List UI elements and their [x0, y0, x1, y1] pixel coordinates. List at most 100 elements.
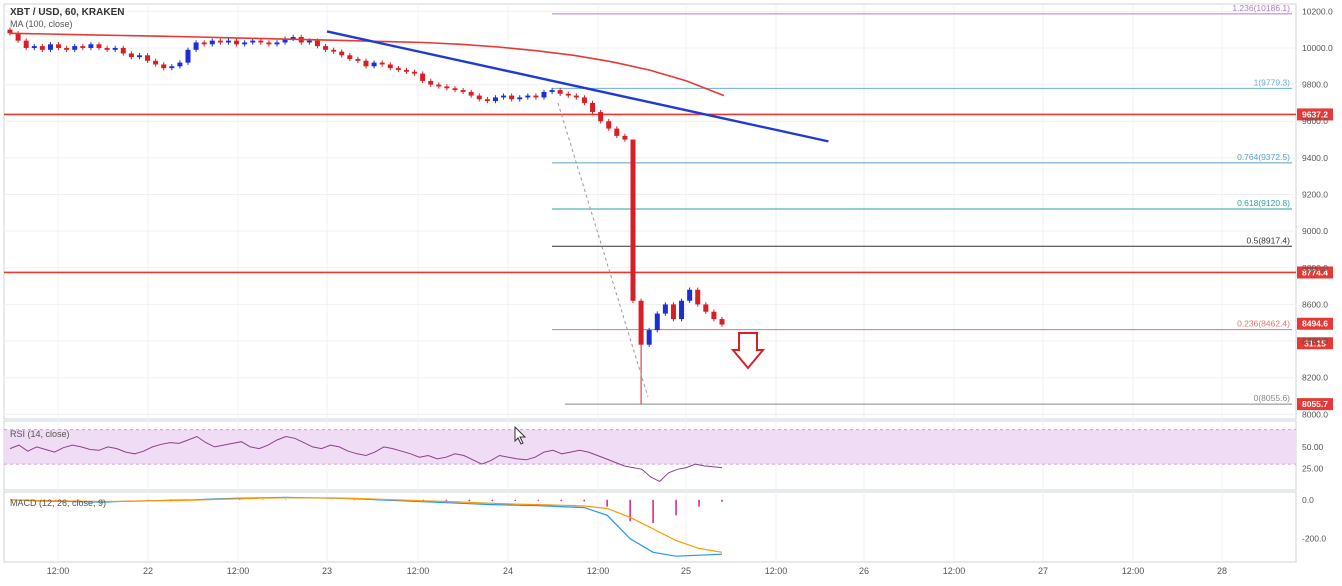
price-tag-box: [1297, 108, 1333, 121]
price-tag-label: 9637.2: [1302, 109, 1328, 119]
rsi-panel: 50.00 25.00: [4, 429, 1324, 483]
candle-body: [104, 47, 110, 50]
x-tick-label: 12:00: [47, 566, 70, 576]
rsi-line: [9, 435, 723, 483]
candle-body: [509, 95, 515, 100]
x-tick-label: 28: [1217, 566, 1227, 576]
candle-body: [395, 68, 401, 70]
x-tick-label: 12:00: [587, 566, 610, 576]
candle-body: [323, 46, 329, 50]
candle-body: [371, 62, 377, 67]
candle-body: [217, 40, 223, 43]
price-tags: 9637.2 8774.4 8494.6 31:15 8055.7: [1297, 108, 1333, 411]
candle-body: [646, 330, 652, 345]
rsi-tick-label: 50.00: [1302, 442, 1324, 452]
candle-body: [695, 289, 701, 305]
candle-body: [7, 29, 13, 34]
candle-body: [47, 44, 53, 50]
candle-body: [145, 55, 151, 61]
candle-body: [23, 40, 29, 48]
fib-level-label: 0.5(8917.4): [1247, 235, 1291, 245]
y-tick-label: 8200.0: [1302, 373, 1328, 383]
x-axis: 12:00 22 12:00 23 12:00 24 12:00 25 12:00 26 12:00…: [47, 566, 1227, 576]
candle-body: [347, 55, 353, 59]
candle-body: [274, 42, 280, 45]
x-tick-label: 25: [681, 566, 691, 576]
price-tag-box: [1297, 266, 1333, 279]
candle-body: [209, 40, 215, 45]
candle-body: [363, 60, 369, 67]
candle-body: [331, 49, 337, 52]
candle-body: [355, 58, 361, 61]
candles: [7, 27, 725, 405]
candle-body: [282, 38, 288, 43]
x-tick-label: 27: [1038, 566, 1048, 576]
candle-body: [387, 64, 393, 69]
y-tick-label: 10200.0: [1302, 6, 1333, 16]
y-axis: 10200.0 10000.0 9800.0 9600.0 9400.0 9200.0 90…: [1302, 6, 1333, 419]
candle-body: [598, 112, 604, 122]
x-tick-label: 12:00: [765, 566, 788, 576]
candle-body: [31, 46, 37, 48]
candle-body: [80, 46, 86, 48]
candle-body: [662, 304, 668, 314]
candle-body: [88, 44, 94, 48]
ma-legend: MA (100, close): [10, 19, 73, 29]
candle-body: [153, 60, 159, 65]
candle-body: [622, 135, 628, 140]
y-tick-label: 8600.0: [1302, 299, 1328, 309]
y-tick-label: 9000.0: [1302, 226, 1328, 236]
macd-line: [9, 496, 723, 557]
candle-body: [403, 69, 409, 72]
candle-body: [468, 91, 474, 96]
candle-body: [314, 40, 320, 47]
candle-body: [614, 128, 620, 136]
candle-body: [420, 73, 426, 81]
candle-body: [250, 40, 256, 43]
candle-body: [679, 300, 685, 320]
price-tag-box: [1297, 398, 1333, 411]
candle-body: [501, 95, 507, 98]
candle-body: [541, 91, 547, 98]
candle-body: [630, 139, 636, 301]
candle-body: [96, 44, 102, 48]
candle-body: [339, 51, 345, 56]
candle-body: [39, 46, 45, 50]
candle-body: [225, 40, 231, 43]
macd-signal-line: [9, 497, 723, 553]
price-tag-box: [1297, 337, 1333, 350]
levels: [4, 113, 1296, 274]
x-tick-label: 22: [143, 566, 153, 576]
price-tag-label: 31:15: [1304, 338, 1326, 348]
rsi-band: [4, 429, 1296, 465]
candle-body: [379, 62, 385, 65]
candle-body: [242, 42, 248, 45]
candle-body: [573, 95, 579, 98]
candle-body: [290, 36, 296, 39]
price-tag-label: 8494.6: [1302, 319, 1328, 329]
candle-body: [711, 311, 717, 320]
candle-body: [703, 304, 709, 312]
grid: [3, 3, 1297, 563]
candle-body: [557, 90, 563, 94]
candle-body: [56, 44, 62, 48]
candle-body: [687, 289, 693, 301]
candle-body: [258, 40, 264, 43]
candle-body: [266, 42, 272, 45]
candle-body: [581, 97, 587, 103]
candle-body: [136, 55, 142, 58]
x-tick-label: 12:00: [1122, 566, 1145, 576]
x-tick-label: 12:00: [227, 566, 250, 576]
y-tick-label: 8000.0: [1302, 409, 1328, 419]
y-tick-label: 9400.0: [1302, 153, 1328, 163]
candle-body: [201, 42, 207, 45]
candle-body: [517, 97, 523, 100]
y-tick-label: 10000.0: [1302, 43, 1333, 53]
cursor-icon: [514, 425, 527, 445]
candle-body: [177, 62, 183, 67]
fib-levels: 1.236(10186.1) 1(9779.3) 0.764(9372.5) 0.61…: [552, 3, 1292, 405]
rsi-legend: RSI (14, close): [10, 429, 70, 439]
price-tag-label: 8055.7: [1302, 399, 1328, 409]
